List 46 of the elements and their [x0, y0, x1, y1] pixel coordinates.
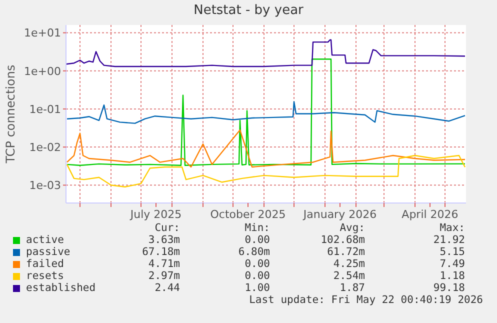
legend-label: active [26, 234, 64, 246]
line-series [66, 58, 466, 166]
y-tick-label: 1e+00 [24, 64, 61, 78]
legend-label: failed [26, 258, 64, 270]
text: 1.87 [340, 282, 365, 294]
text: Min: [244, 222, 270, 234]
text: Last update: Fri May 22 00:40:19 2026 [249, 294, 483, 306]
text: 1.18 [440, 270, 465, 282]
y-tick-label: 1e-01 [29, 102, 61, 116]
text: 4.25m [333, 258, 365, 270]
x-tick-label: January 2026 [302, 208, 377, 221]
text: 2.44 [154, 282, 180, 294]
text: 0.00 [244, 258, 270, 270]
text: 67.18m [142, 246, 180, 258]
text: 102.68m [320, 234, 365, 246]
text: 21.92 [433, 234, 465, 246]
text: 4.71m [148, 258, 180, 270]
text: 2.97m [148, 270, 180, 282]
text: Avg: [340, 222, 365, 234]
y-tick-label: 1e+01 [24, 26, 61, 40]
line-series [66, 101, 466, 124]
text: 6.80m [238, 246, 270, 258]
text: 1.00 [244, 282, 270, 294]
text: 61.72m [327, 246, 365, 258]
legend-label: passive [26, 246, 70, 258]
text: Max: [440, 222, 465, 234]
text: 99.18 [433, 282, 465, 294]
legend-label: resets [26, 270, 64, 282]
text: 0.00 [244, 234, 270, 246]
x-tick-label: July 2025 [129, 208, 182, 221]
text: 2.54m [333, 270, 365, 282]
y-tick-label: 1e-03 [29, 179, 61, 192]
text: 5.15 [440, 246, 465, 258]
x-tick-label: April 2026 [402, 208, 458, 221]
text: Cur: [154, 222, 180, 234]
text: 7.49 [440, 258, 465, 270]
chart-title: Netstat - by year [192, 3, 304, 18]
y-axis-title: TCP connections [3, 64, 18, 164]
text: 0.00 [244, 270, 270, 282]
text: 3.63m [148, 234, 180, 246]
line-series [66, 154, 466, 188]
line-series [66, 129, 466, 168]
legend-label: established [26, 282, 96, 294]
y-tick-label: 1e-02 [29, 140, 61, 154]
x-tick-label: October 2025 [210, 208, 286, 221]
line-series [66, 39, 466, 68]
